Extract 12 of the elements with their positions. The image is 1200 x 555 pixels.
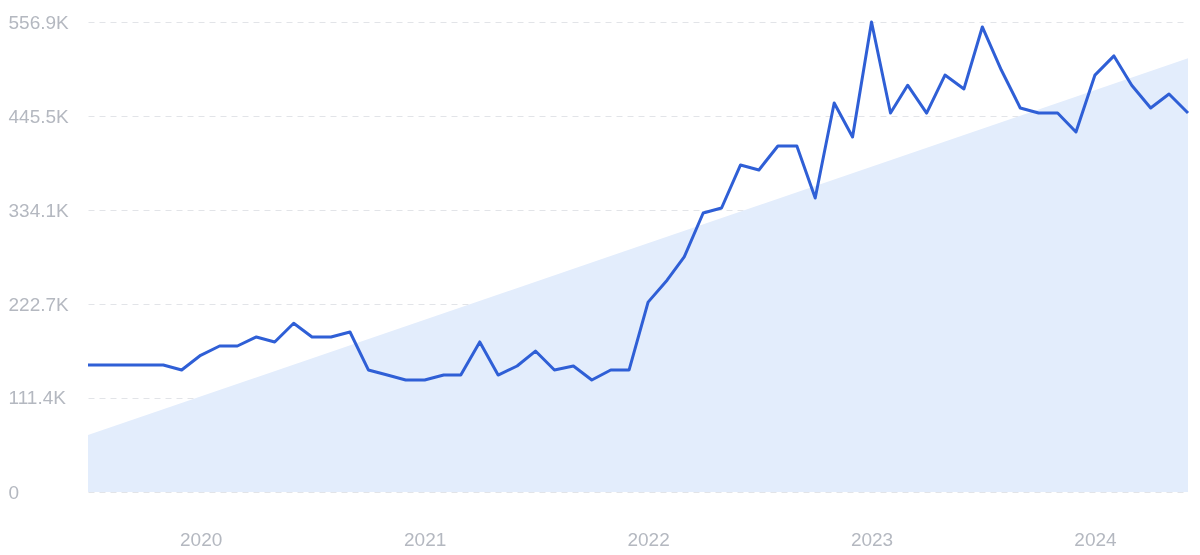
x-tick-label: 2024 — [1074, 528, 1118, 550]
y-tick-label: 334.1K — [8, 199, 70, 221]
y-tick-label: 0 — [8, 481, 20, 503]
y-tick-label: 111.4K — [8, 387, 67, 409]
x-tick-label: 2023 — [850, 528, 894, 550]
y-tick-label: 556.9K — [8, 11, 70, 33]
x-tick-label: 2022 — [627, 528, 670, 550]
x-tick-label: 2021 — [404, 528, 447, 550]
y-tick-label: 222.7K — [8, 293, 70, 315]
line-series — [86, 20, 1190, 382]
x-tick-label: 2020 — [179, 528, 223, 550]
y-tick-label: 445.5K — [8, 105, 70, 127]
